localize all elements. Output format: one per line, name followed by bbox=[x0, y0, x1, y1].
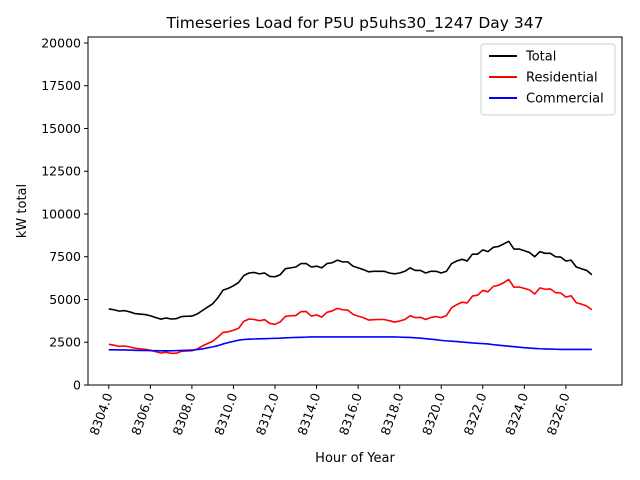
plot-area bbox=[87, 36, 623, 386]
legend-label-commercial: Commercial bbox=[526, 92, 604, 107]
series-line-total bbox=[108, 240, 593, 320]
legend: Total Residential Commercial bbox=[480, 43, 616, 116]
y-tick-label: 5000 bbox=[49, 292, 81, 307]
y-axis: 0 2500 5000 7500 10000 12500 15000 17500 20000 bbox=[41, 35, 88, 393]
y-tick-label: 7500 bbox=[49, 249, 81, 264]
series-layer bbox=[108, 240, 593, 355]
legend-label-residential: Residential bbox=[526, 71, 598, 86]
y-tick-label: 12500 bbox=[41, 164, 81, 179]
y-tick-label: 10000 bbox=[41, 206, 81, 221]
series-line-commercial bbox=[108, 336, 592, 352]
y-tick-label: 0 bbox=[73, 378, 81, 393]
y-tick-label: 15000 bbox=[41, 121, 81, 136]
y-tick-label: 2500 bbox=[49, 335, 81, 350]
y-tick-label: 20000 bbox=[41, 35, 81, 50]
y-tick-label: 17500 bbox=[41, 78, 81, 93]
chart-title: Timeseries Load for P5U p5uhs30_1247 Day… bbox=[166, 14, 544, 33]
x-axis-label: Hour of Year bbox=[315, 451, 395, 466]
y-axis-label: kW total bbox=[15, 184, 30, 238]
axes-frame bbox=[87, 36, 623, 386]
legend-label-total: Total bbox=[525, 50, 556, 65]
